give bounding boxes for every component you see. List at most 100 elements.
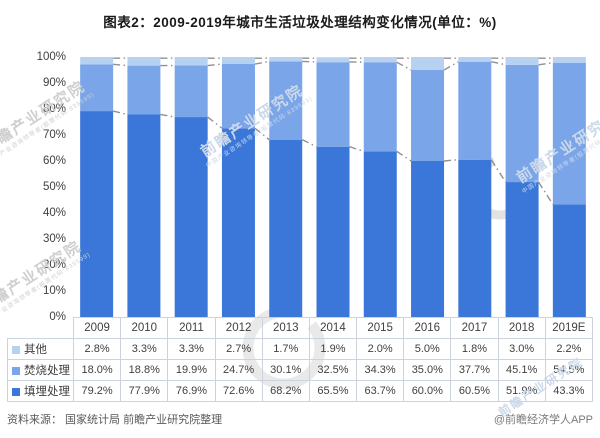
table-row-label: 其他 xyxy=(24,344,47,356)
table-year-header: 2013 xyxy=(261,317,310,339)
table-cell-value: 79.2% xyxy=(72,380,122,402)
bar-segment-填埋处理-2009 xyxy=(80,111,114,317)
bar-segment-填埋处理-2011 xyxy=(174,117,208,317)
series-line xyxy=(537,181,554,205)
table-cell-value: 60.5% xyxy=(450,380,499,402)
table-year-header: 2018 xyxy=(497,317,546,339)
table-row-label-cell: 焚烧处理 xyxy=(7,359,74,381)
source-row: 资料来源： 国家统计局 前瞻产业研究院整理 @前瞻经济学人APP xyxy=(7,411,593,427)
table-cell-value: 2.0% xyxy=(356,338,405,360)
table-year-header: 2016 xyxy=(403,317,452,339)
y-axis-tick: 60% xyxy=(42,155,66,167)
bar-segment-焚烧处理-2012 xyxy=(221,64,255,129)
bar-segment-焚烧处理-2014 xyxy=(316,62,350,147)
table-cell-value: 45.1% xyxy=(497,359,546,381)
bar-segment-其他-2010 xyxy=(127,57,161,66)
stacked-bar-plot xyxy=(80,57,586,317)
bar-segment-焚烧处理-2011 xyxy=(174,65,208,118)
bar-segment-填埋处理-2012 xyxy=(221,128,255,317)
table-year-header: 2017 xyxy=(450,317,499,339)
table-cell-value: 68.2% xyxy=(261,380,310,402)
bar-segment-填埋处理-2014 xyxy=(316,146,350,317)
table-row-label-cell: 填埋处理 xyxy=(7,380,74,402)
bar-segment-填埋处理-2019E xyxy=(552,204,586,317)
bar-segment-焚烧处理-2017 xyxy=(458,61,492,160)
bar-segment-焚烧处理-2010 xyxy=(127,65,161,115)
y-axis-tick: 20% xyxy=(42,259,66,271)
table-year-header: 2019E xyxy=(544,317,594,339)
table-year-header: 2014 xyxy=(308,317,358,339)
table-year-header: 2012 xyxy=(214,317,263,339)
table-year-header: 2015 xyxy=(356,317,405,339)
table-year-header: 2010 xyxy=(120,317,169,339)
y-axis-tick: 40% xyxy=(42,207,66,219)
table-cell-value: 18.0% xyxy=(72,359,122,381)
bar-segment-其他-2019E xyxy=(552,57,586,63)
series-line xyxy=(396,61,412,71)
y-axis-tick: 30% xyxy=(42,233,66,245)
table-cell-value: 54.5% xyxy=(544,359,594,381)
table-row: 其他 2.8% 3.3% 3.3% 2.7% 1.7% 1.9% 2.0% 5.0% 1.8% 3.… xyxy=(7,338,594,360)
y-axis-tick: 100% xyxy=(36,51,66,63)
bar-segment-焚烧处理-2016 xyxy=(411,70,445,161)
series-line xyxy=(112,110,128,116)
series-line xyxy=(538,62,553,66)
series-line xyxy=(254,60,270,65)
plot-area: 100% 90% 80% 70% 60% 50% 40% 30% 20% 10% 0% xyxy=(37,51,593,323)
legend-swatch xyxy=(12,345,20,354)
table-row: 焚烧处理 18.0% 18.8% 19.9% 24.7% 30.1% 32.5% 34.3% 3… xyxy=(7,359,594,381)
series-line xyxy=(396,150,412,162)
bar-segment-填埋处理-2013 xyxy=(269,139,303,317)
bar-segment-焚烧处理-2018 xyxy=(505,64,539,183)
series-line xyxy=(160,113,175,118)
legend-swatch xyxy=(12,387,20,396)
table-cell-value: 30.1% xyxy=(261,359,310,381)
table-cell-value: 1.9% xyxy=(308,338,358,360)
series-line xyxy=(207,63,223,67)
page-title: 图表2：2009-2019年城市生活垃圾处理结构变化情况(单位：%) xyxy=(103,15,497,30)
table-year-header: 2011 xyxy=(167,317,216,339)
table-cell-value: 60.0% xyxy=(403,380,452,402)
source-text: 资料来源： 国家统计局 前瞻产业研究院整理 xyxy=(7,414,223,426)
table-cell-value: 5.0% xyxy=(403,338,452,360)
table-row-label: 焚烧处理 xyxy=(24,365,70,377)
bar-segment-其他-2012 xyxy=(221,57,255,65)
bar-segment-其他-2017 xyxy=(458,57,492,62)
table-cell-value: 3.0% xyxy=(497,338,546,360)
data-table: 2009 2010 2011 2012 2013 2014 2015 2016 2017 2018… xyxy=(7,317,594,402)
table-cell-value: 32.5% xyxy=(308,359,358,381)
table-corner-blank xyxy=(8,318,74,339)
table-cell-value: 3.3% xyxy=(167,338,216,360)
bar-segment-焚烧处理-2013 xyxy=(269,61,303,140)
table-cell-value: 37.7% xyxy=(450,359,499,381)
bar-segment-填埋处理-2016 xyxy=(411,161,445,317)
table-cell-value: 24.7% xyxy=(214,359,263,381)
bar-segment-其他-2015 xyxy=(363,57,397,63)
bar-segment-焚烧处理-2015 xyxy=(363,62,397,152)
y-axis-tick: 10% xyxy=(42,285,66,297)
table-cell-value: 2.2% xyxy=(544,338,594,360)
table-row-label: 填埋处理 xyxy=(24,386,70,398)
y-axis-tick: 0% xyxy=(49,311,66,323)
table-cell-value: 43.3% xyxy=(544,380,594,402)
y-axis-tick: 50% xyxy=(42,181,66,193)
table-row: 填埋处理 79.2% 77.9% 76.9% 72.6% 68.2% 65.5% 63.7% 6… xyxy=(7,380,594,402)
bar-segment-其他-2018 xyxy=(505,57,539,65)
series-line xyxy=(443,61,459,71)
bar-segment-焚烧处理-2009 xyxy=(80,64,114,112)
table-cell-value: 34.3% xyxy=(356,359,405,381)
table-cell-value: 18.8% xyxy=(120,359,169,381)
table-cell-value: 3.3% xyxy=(120,338,169,360)
bar-segment-其他-2016 xyxy=(411,57,445,70)
series-line xyxy=(301,139,317,148)
legend-swatch xyxy=(12,366,20,375)
table-cell-value: 1.7% xyxy=(261,338,310,360)
series-line xyxy=(491,60,506,66)
table-year-header: 2009 xyxy=(72,317,122,339)
table-cell-value: 19.9% xyxy=(167,359,216,381)
series-line xyxy=(254,127,270,141)
table-cell-value: 63.7% xyxy=(356,380,405,402)
table-cell-value: 65.5% xyxy=(308,380,358,402)
y-axis-tick: 90% xyxy=(42,77,66,89)
